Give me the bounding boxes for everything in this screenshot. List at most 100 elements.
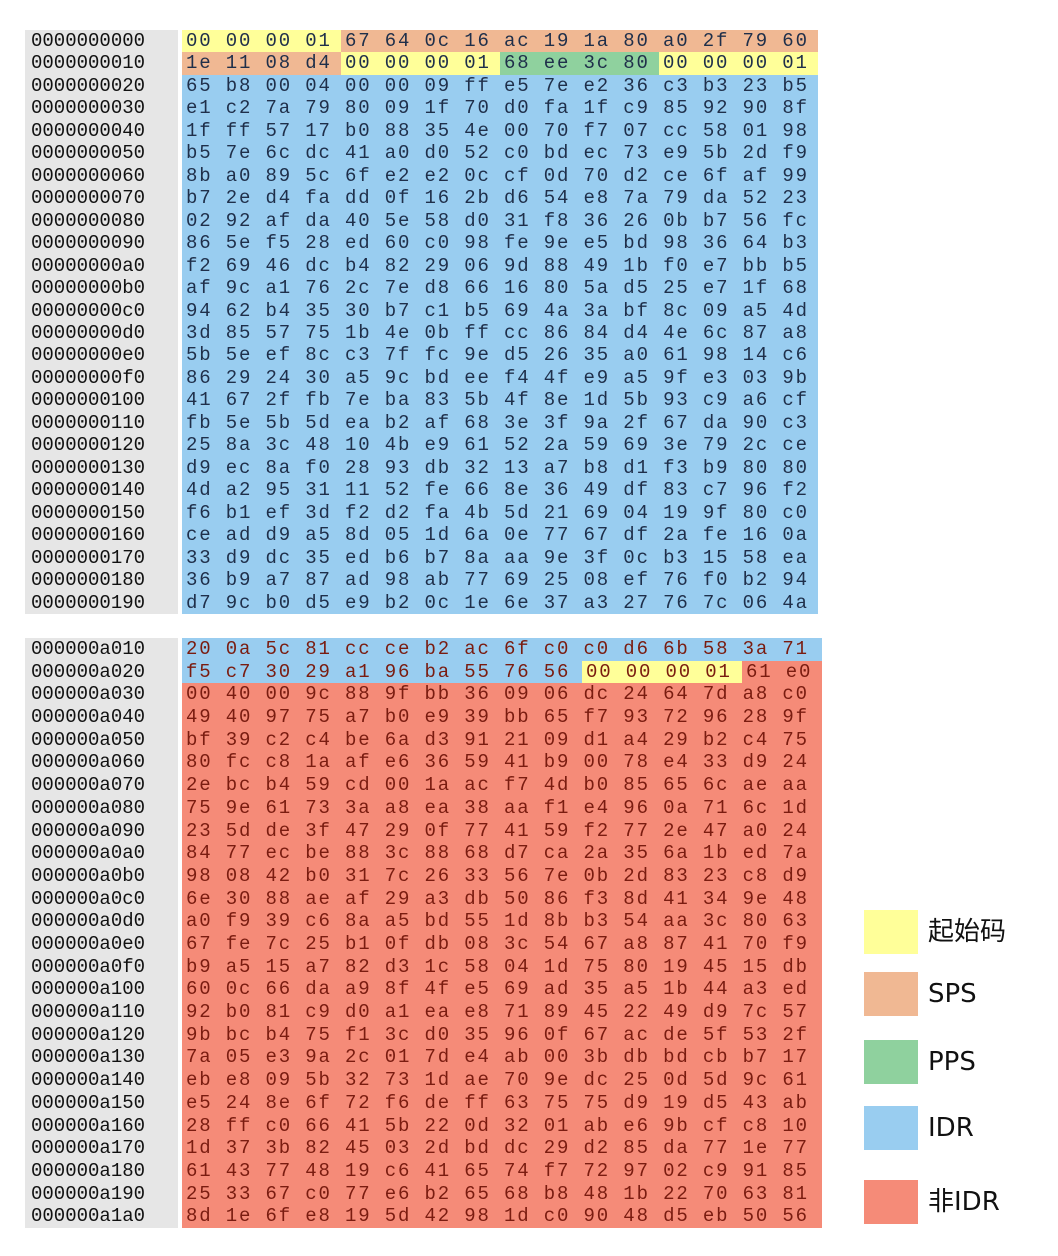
address: 0000000090	[31, 232, 146, 255]
address: 000000a060	[31, 751, 146, 774]
address: 000000a180	[31, 1159, 146, 1182]
address: 00000000b0	[31, 277, 146, 300]
address: 000000a190	[31, 1182, 146, 1205]
address-column	[25, 30, 178, 614]
byte-segment: 5b 5e ef 8c c3 7f fc 9e d5 26 35 a0 61 9…	[182, 344, 818, 368]
byte-segment: f5 c7 30 29 a1 96 ba 55 76 56	[182, 660, 582, 684]
byte-segment: 80 fc c8 1a af e6 36 59 41 b9 00 78 e4 3…	[182, 751, 822, 775]
address: 00000000e0	[31, 344, 146, 367]
byte-segment: 25 8a 3c 48 10 4b e9 61 52 2a 59 69 3e 7…	[182, 434, 818, 458]
address: 0000000000	[31, 30, 146, 52]
byte-segment: 00 00 00 01	[659, 52, 818, 76]
byte-segment: 61 e0	[742, 660, 822, 684]
byte-segment: 60 0c 66 da a9 8f 4f e5 69 ad 35 a5 1b 4…	[182, 978, 822, 1002]
address: 000000a0d0	[31, 910, 146, 933]
address: 000000a170	[31, 1137, 146, 1160]
address: 0000000120	[31, 434, 146, 457]
byte-segment: 67 fe 7c 25 b1 0f db 08 3c 54 67 a8 87 4…	[182, 933, 822, 957]
address: 000000a110	[31, 1001, 146, 1024]
byte-segment: d9 ec 8a f0 28 93 db 32 13 a7 b8 d1 f3 b…	[182, 456, 818, 480]
address: 000000a0b0	[31, 864, 146, 887]
address: 000000a040	[31, 706, 146, 729]
byte-segment: f2 69 46 dc b4 82 29 06 9d 88 49 1b f0 e…	[182, 254, 818, 278]
address: 0000000110	[31, 411, 146, 434]
byte-segment: f6 b1 ef 3d f2 d2 fa 4b 5d 21 69 04 19 9…	[182, 501, 818, 525]
address: 0000000010	[31, 52, 146, 75]
byte-segment: bf 39 c2 c4 be 6a d3 91 21 09 d1 a4 29 b…	[182, 728, 822, 752]
address: 000000a120	[31, 1023, 146, 1046]
byte-segment: 00 00 00 01	[582, 660, 742, 684]
address: 000000a130	[31, 1046, 146, 1069]
address: 0000000020	[31, 74, 146, 97]
legend-swatch	[864, 910, 918, 954]
address: 000000a0f0	[31, 955, 146, 978]
byte-segment: 2e bc b4 59 cd 00 1a ac f7 4d b0 85 65 6…	[182, 774, 822, 798]
address: 0000000100	[31, 389, 146, 412]
address: 0000000170	[31, 546, 146, 569]
address: 00000000f0	[31, 366, 146, 389]
byte-segment: 65 b8 00 04 00 00 09 ff e5 7e e2 36 c3 b…	[182, 74, 818, 98]
byte-segment: 8b a0 89 5c 6f e2 e2 0c cf 0d 70 d2 ce 6…	[182, 164, 818, 188]
byte-segment: 84 77 ec be 88 3c 88 68 d7 ca 2a 35 6a 1…	[182, 842, 822, 866]
byte-segment: 25 33 67 c0 77 e6 b2 65 68 b8 48 1b 22 7…	[182, 1182, 822, 1206]
address: 000000a1a0	[31, 1205, 146, 1228]
address: 0000000040	[31, 119, 146, 142]
byte-segment: 41 67 2f fb 7e ba 83 5b 4f 8e 1d 5b 93 c…	[182, 389, 818, 413]
legend-swatch	[864, 1106, 918, 1150]
byte-segment: 1d 37 3b 82 45 03 2d bd dc 29 d2 85 da 7…	[182, 1137, 822, 1161]
address: 0000000130	[31, 456, 146, 479]
address: 000000a090	[31, 819, 146, 842]
byte-segment: 00 00 00 01	[182, 30, 341, 53]
byte-segment: 68 ee 3c 80	[500, 52, 659, 76]
address: 000000a100	[31, 978, 146, 1001]
address: 00000000a0	[31, 254, 146, 277]
byte-segment: b9 a5 15 a7 82 d3 1c 58 04 1d 75 80 19 4…	[182, 955, 822, 979]
legend-label: SPS	[928, 979, 977, 1009]
legend-swatch	[864, 1180, 918, 1224]
byte-segment: 1f ff 57 17 b0 88 35 4e 00 70 f7 07 cc 5…	[182, 119, 818, 143]
byte-segment: a0 f9 39 c6 8a a5 bd 55 1d 8b b3 54 aa 3…	[182, 910, 822, 934]
byte-segment: 02 92 af da 40 5e 58 d0 31 f8 36 26 0b b…	[182, 209, 818, 233]
address: 0000000070	[31, 187, 146, 210]
address: 0000000160	[31, 524, 146, 547]
byte-segment: b7 2e d4 fa dd 0f 16 2b d6 54 e8 7a 79 d…	[182, 187, 818, 211]
byte-segment: 6e 30 88 ae af 29 a3 db 50 86 f3 8d 41 3…	[182, 887, 822, 911]
byte-segment: 98 08 42 b0 31 7c 26 33 56 7e 0b 2d 83 2…	[182, 864, 822, 889]
address: 000000a020	[31, 660, 146, 683]
byte-segment: 4d a2 95 31 11 52 fe 66 8e 36 49 df 83 c…	[182, 479, 818, 503]
byte-segment: eb e8 09 5b 32 73 1d ae 70 9e dc 25 0d 5…	[182, 1069, 822, 1093]
byte-segment: b5 7e 6c dc 41 a0 d0 52 c0 bd ec 73 e9 5…	[182, 142, 818, 166]
byte-segment: 94 62 b4 35 30 b7 c1 b5 69 4a 3a bf 8c 0…	[182, 299, 818, 323]
address: 000000a150	[31, 1091, 146, 1114]
byte-segment: 7a 05 e3 9a 2c 01 7d e4 ab 00 3b db bd c…	[182, 1046, 822, 1070]
legend-label: PPS	[928, 1047, 976, 1077]
byte-segment: 00 40 00 9c 88 9f bb 36 09 06 dc 24 64 7…	[182, 683, 822, 707]
address: 0000000140	[31, 479, 146, 502]
address: 000000a0c0	[31, 887, 146, 910]
byte-segment: 92 b0 81 c9 d0 a1 ea e8 71 89 45 22 49 d…	[182, 1001, 822, 1025]
legend-swatch	[864, 1040, 918, 1084]
byte-segment: 33 d9 dc 35 ed b6 b7 8a aa 9e 3f 0c b3 1…	[182, 546, 818, 570]
byte-segment: fb 5e 5b 5d ea b2 af 68 3e 3f 9a 2f 67 d…	[182, 411, 818, 435]
byte-segment: 36 b9 a7 87 ad 98 ab 77 69 25 08 ef 76 f…	[182, 569, 818, 593]
address: 000000a030	[31, 683, 146, 706]
byte-segment: 8d 1e 6f e8 19 5d 42 98 1d c0 90 48 d5 e…	[182, 1205, 822, 1229]
address: 0000000180	[31, 569, 146, 592]
address-column	[25, 638, 178, 1228]
byte-segment: 49 40 97 75 a7 b0 e9 39 bb 65 f7 93 72 9…	[182, 706, 822, 730]
byte-segment: 28 ff c0 66 41 5b 22 0d 32 01 ab e6 9b c…	[182, 1114, 822, 1138]
address: 000000a050	[31, 728, 146, 751]
byte-segment: af 9c a1 76 2c 7e d8 66 16 80 5a d5 25 e…	[182, 277, 818, 301]
address: 000000a010	[31, 638, 146, 660]
address: 000000a0e0	[31, 933, 146, 955]
address: 000000a140	[31, 1069, 146, 1092]
address: 0000000050	[31, 142, 146, 165]
address: 000000a160	[31, 1114, 146, 1137]
byte-segment: 61 43 77 48 19 c6 41 65 74 f7 72 97 02 c…	[182, 1159, 822, 1184]
byte-segment: 67 64 0c 16 ac 19 1a 80 a0 2f 79 60	[341, 30, 818, 53]
address: 000000a0a0	[31, 842, 146, 865]
byte-segment: 9b bc b4 75 f1 3c d0 35 96 0f 67 ac de 5…	[182, 1023, 822, 1047]
byte-segment: 23 5d de 3f 47 29 0f 77 41 59 f2 77 2e 4…	[182, 819, 822, 843]
byte-segment: e5 24 8e 6f 72 f6 de ff 63 75 75 d9 19 d…	[182, 1091, 822, 1116]
